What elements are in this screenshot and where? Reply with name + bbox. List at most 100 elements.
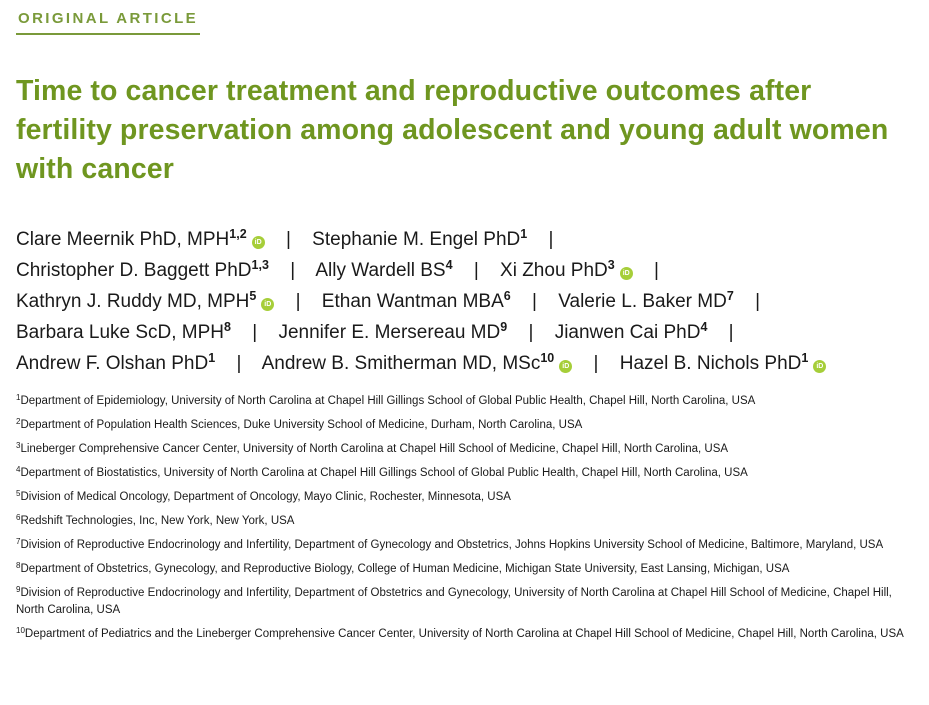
author-name[interactable]: Kathryn J. Ruddy MD, MPH5 [16, 289, 257, 312]
affiliation-text: Department of Population Health Sciences… [20, 419, 583, 431]
author-line: Kathryn J. Ruddy MD, MPH5 iD | Ethan Want… [16, 286, 909, 317]
author-name[interactable]: Jianwen Cai PhD4 [554, 320, 708, 343]
author-name[interactable]: Stephanie M. Engel PhD1 [312, 227, 528, 250]
author-name-text: Ethan Wantman MBA [321, 291, 504, 312]
author-affiliation-sup: 4 [700, 320, 708, 334]
orcid-icon[interactable]: iD [251, 236, 265, 249]
author-name-text: Kathryn J. Ruddy MD, MPH [16, 291, 250, 312]
author-separator: | [654, 260, 659, 281]
author-name[interactable]: Ally Wardell BS4 [315, 258, 453, 281]
affiliation-item: 10Department of Pediatrics and the Lineb… [16, 626, 909, 643]
author-affiliation-sup: 1 [208, 351, 216, 365]
author-name-text: Andrew F. Olshan PhD [16, 353, 209, 374]
author-affiliation-sup: 1 [801, 351, 809, 365]
affiliation-text: Division of Medical Oncology, Department… [20, 491, 511, 503]
author-separator: | [236, 353, 242, 374]
author-separator: | [285, 229, 291, 250]
author-name-text: Hazel B. Nichols PhD [619, 353, 802, 374]
affiliation-number: 1 [16, 393, 21, 402]
affiliation-number: 4 [16, 465, 21, 474]
author-separator: | [528, 322, 534, 343]
author-name-text: Stephanie M. Engel PhD [312, 229, 521, 250]
orcid-icon[interactable]: iD [813, 360, 827, 373]
affiliation-item: 3Lineberger Comprehensive Cancer Center,… [16, 441, 909, 458]
affiliation-number: 2 [16, 417, 21, 426]
author-name[interactable]: Ethan Wantman MBA6 [321, 289, 511, 312]
affiliation-item: 1Department of Epidemiology, University … [16, 393, 909, 410]
affiliation-text: Division of Reproductive Endocrinology a… [20, 539, 884, 551]
affiliation-text: Department of Pediatrics and the Lineber… [24, 628, 904, 640]
affiliation-number: 9 [16, 585, 21, 594]
affiliation-item: 7Division of Reproductive Endocrinology … [16, 537, 909, 554]
author-affiliation-sup: 5 [249, 289, 257, 303]
author-name[interactable]: Barbara Luke ScD, MPH8 [16, 320, 231, 343]
author-separator: | [728, 322, 734, 343]
author-affiliation-sup: 3 [607, 258, 615, 272]
author-name-text: Christopher D. Baggett PhD [16, 260, 252, 281]
author-name[interactable]: Andrew B. Smitherman MD, MSc10 [261, 351, 555, 374]
affiliation-number: 3 [16, 441, 21, 450]
affiliation-text: Department of Epidemiology, University o… [20, 395, 756, 407]
affiliation-item: 2Department of Population Health Science… [16, 417, 909, 434]
author-separator: | [532, 291, 537, 312]
author-separator: | [252, 322, 258, 343]
author-separator: | [593, 353, 599, 374]
author-name[interactable]: Jennifer E. Mersereau MD9 [278, 320, 508, 343]
affiliation-text: Division of Reproductive Endocrinology a… [16, 587, 892, 616]
orcid-icon[interactable]: iD [559, 360, 573, 373]
author-affiliation-sup: 4 [445, 258, 453, 272]
author-name[interactable]: Hazel B. Nichols PhD1 [619, 351, 809, 374]
affiliation-text: Lineberger Comprehensive Cancer Center, … [20, 443, 729, 455]
affiliation-text: Redshift Technologies, Inc, New York, Ne… [20, 515, 295, 527]
author-line: Christopher D. Baggett PhD1,3 | Ally War… [16, 255, 909, 286]
author-name-text: Ally Wardell BS [315, 260, 446, 281]
author-name-text: Jennifer E. Mersereau MD [278, 322, 501, 343]
author-affiliation-sup: 1,3 [251, 258, 269, 272]
author-separator: | [290, 260, 296, 281]
author-name[interactable]: Xi Zhou PhD3 [500, 258, 615, 281]
affiliation-item: 9Division of Reproductive Endocrinology … [16, 585, 909, 619]
section-label: ORIGINAL ARTICLE [16, 10, 201, 35]
affiliation-text: Department of Obstetrics, Gynecology, an… [20, 563, 790, 575]
author-name-text: Xi Zhou PhD [500, 260, 608, 281]
author-affiliation-sup: 8 [224, 320, 231, 334]
affiliation-item: 8Department of Obstetrics, Gynecology, a… [16, 561, 909, 578]
author-separator: | [473, 260, 479, 281]
author-separator: | [755, 291, 761, 312]
affiliation-number: 6 [16, 513, 21, 522]
affiliation-number: 5 [16, 489, 21, 498]
author-name-text: Jianwen Cai PhD [554, 322, 701, 343]
author-name-text: Clare Meernik PhD, MPH [16, 229, 230, 250]
affiliation-item: 6Redshift Technologies, Inc, New York, N… [16, 513, 909, 530]
author-name-text: Barbara Luke ScD, MPH [16, 322, 225, 343]
author-name[interactable]: Andrew F. Olshan PhD1 [16, 351, 216, 374]
author-separator: | [548, 229, 554, 250]
author-line: Clare Meernik PhD, MPH1,2 iD | Stephanie … [16, 224, 909, 255]
author-affiliation-sup: 1 [520, 227, 528, 241]
author-separator: | [295, 291, 301, 312]
author-line: Barbara Luke ScD, MPH8 | Jennifer E. Mer… [16, 317, 909, 348]
author-line: Andrew F. Olshan PhD1 | Andrew B. Smithe… [16, 348, 909, 379]
orcid-icon[interactable]: iD [619, 267, 633, 280]
orcid-icon[interactable]: iD [261, 298, 275, 311]
affiliation-item: 4Department of Biostatistics, University… [16, 465, 909, 482]
affiliation-item: 5Division of Medical Oncology, Departmen… [16, 489, 909, 506]
author-affiliation-sup: 9 [500, 320, 508, 334]
author-name[interactable]: Valerie L. Baker MD7 [558, 289, 734, 312]
affiliation-number: 10 [16, 626, 25, 635]
author-list: Clare Meernik PhD, MPH1,2 iD | Stephanie … [16, 224, 909, 379]
affiliation-number: 7 [16, 537, 21, 546]
author-affiliation-sup: 1,2 [229, 227, 247, 241]
author-affiliation-sup: 10 [540, 351, 555, 365]
author-name-text: Valerie L. Baker MD [558, 291, 727, 312]
author-affiliation-sup: 6 [503, 289, 511, 303]
affiliation-text: Department of Biostatistics, University … [20, 467, 748, 479]
author-name[interactable]: Christopher D. Baggett PhD1,3 [16, 258, 269, 281]
author-name[interactable]: Clare Meernik PhD, MPH1,2 [16, 227, 247, 250]
affiliation-list: 1Department of Epidemiology, University … [16, 393, 909, 643]
author-affiliation-sup: 7 [726, 289, 734, 303]
author-name-text: Andrew B. Smitherman MD, MSc [261, 353, 541, 374]
article-title: Time to cancer treatment and reproductiv… [16, 75, 889, 185]
affiliation-number: 8 [16, 561, 21, 570]
